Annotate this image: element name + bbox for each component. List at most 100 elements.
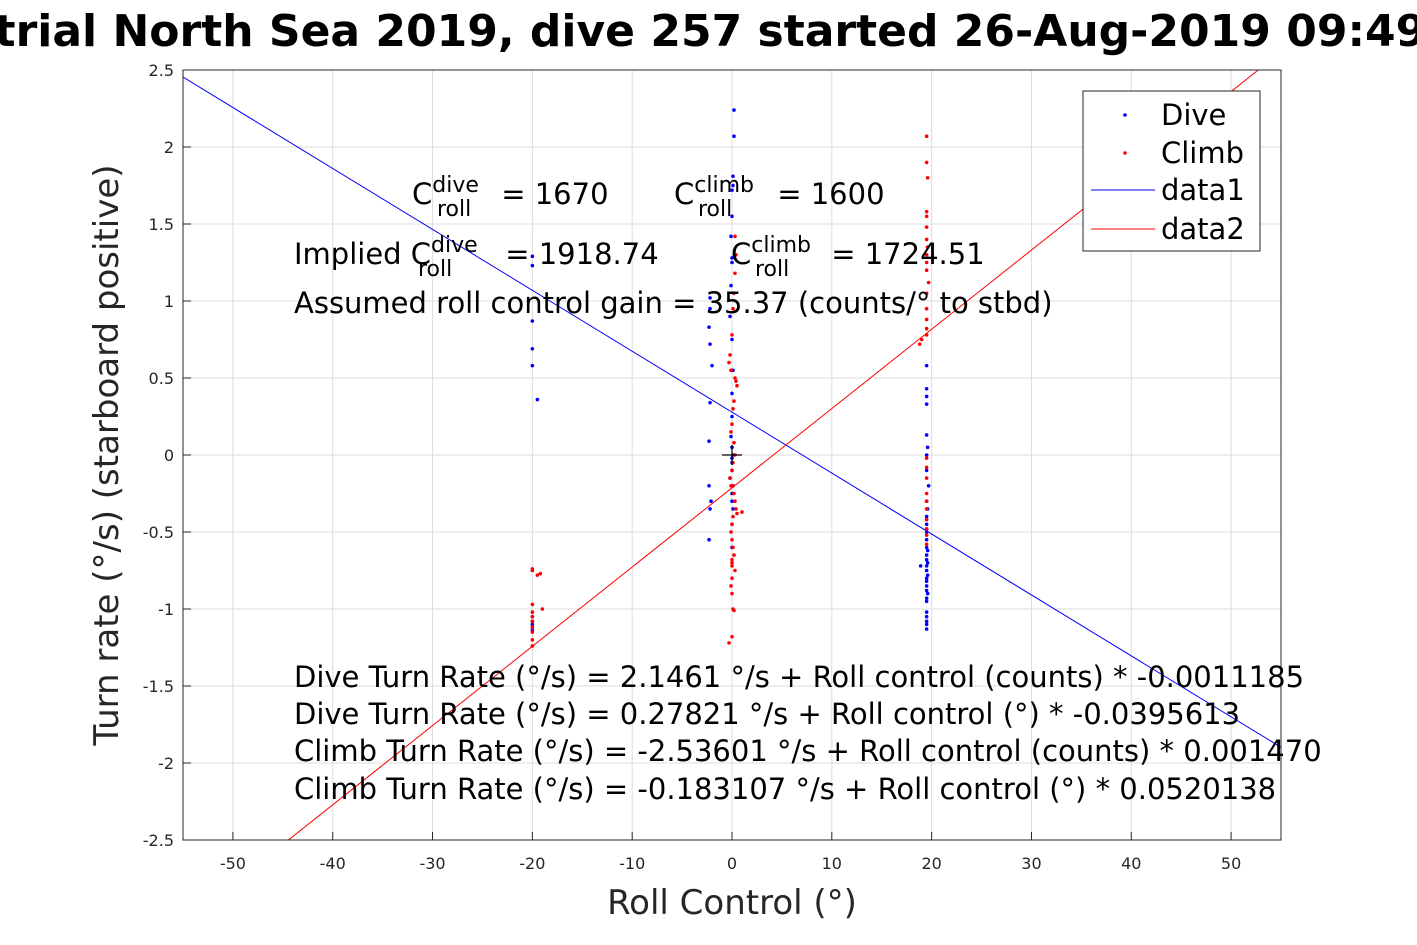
dive-point (728, 314, 732, 319)
dive-point (924, 545, 929, 550)
climb-point (732, 399, 736, 403)
climb-point (728, 353, 732, 357)
dive-point (708, 507, 712, 511)
dive-point (732, 108, 736, 112)
climb-point (924, 465, 929, 470)
dive-point (924, 557, 929, 562)
dive-point (708, 296, 712, 300)
dive-point (924, 599, 929, 604)
climb-point (732, 291, 736, 296)
climb-point (735, 511, 739, 516)
y-tick-label: 2 (164, 138, 174, 157)
dive-point (730, 260, 734, 265)
dive-point (924, 394, 929, 399)
annotation-c-roll-dive: Cdive roll = 1670 (412, 173, 609, 222)
dive-point (708, 400, 712, 405)
dive-point (731, 183, 735, 188)
climb-point (729, 430, 733, 434)
dive-point (530, 254, 535, 259)
climb-point (924, 253, 929, 257)
climb-point (730, 537, 734, 542)
climb-point (730, 591, 734, 596)
climb-point (924, 499, 929, 504)
climb-point (733, 499, 737, 504)
climb-point (730, 561, 734, 565)
climb-point (924, 527, 929, 531)
dive-point (924, 610, 929, 614)
climb-point (924, 491, 929, 496)
dive-point (924, 576, 929, 580)
dive-point (729, 434, 733, 439)
climb-point (734, 507, 738, 511)
legend-box (1082, 90, 1261, 252)
x-tick-label: -40 (320, 854, 346, 873)
climb-point (924, 456, 929, 460)
dive-point (732, 134, 736, 139)
dive-point (710, 363, 714, 368)
dive-point (924, 619, 929, 624)
climb-point (730, 557, 734, 562)
y-tick-label: 1 (164, 292, 174, 311)
x-tick-label: 50 (1221, 854, 1241, 873)
dive-point (924, 553, 929, 557)
dive-point (924, 386, 929, 391)
climb-point (924, 533, 929, 537)
dive-point (535, 397, 540, 402)
legend: Dive Climb data1 data2 (1082, 90, 1261, 252)
dive-point (925, 445, 930, 450)
legend-label-data2: data2 (1161, 212, 1245, 246)
dive-point (707, 325, 711, 329)
climb-point (733, 568, 737, 573)
dive-point (708, 342, 712, 346)
y-tick-label: 2.5 (149, 61, 174, 80)
dive-point (924, 363, 929, 368)
y-axis-ticks: -2.5 -2 -1.5 -1 -0.5 0 0.5 1 1.5 2 2.5 (143, 61, 191, 850)
dive-point (730, 391, 734, 396)
x-tick-label: -10 (619, 854, 645, 873)
climb-point (732, 608, 736, 613)
fit-equation-line: Climb Turn Rate (°/s) = -0.183107 °/s + … (294, 772, 1276, 806)
dive-point (730, 499, 734, 504)
climb-point (924, 209, 929, 214)
legend-swatch-dive (1123, 113, 1127, 117)
climb-point (732, 491, 736, 496)
dive-point (530, 363, 535, 368)
climb-point (535, 573, 540, 577)
x-tick-label: -50 (220, 854, 246, 873)
climb-point (917, 342, 922, 346)
dive-point (924, 568, 929, 573)
climb-point (924, 333, 929, 337)
climb-point (728, 476, 732, 480)
climb-point (530, 568, 535, 573)
y-tick-label: -1 (158, 600, 174, 619)
climb-point (732, 553, 736, 557)
climb-point (924, 160, 929, 165)
climb-point (730, 422, 734, 427)
x-tick-label: 30 (1021, 854, 1041, 873)
dive-point (730, 214, 734, 219)
x-tick-label: -20 (519, 854, 545, 873)
dive-point (708, 306, 712, 311)
climb-point (919, 337, 924, 342)
annotation-c-roll-climb: Cclimb roll = 1600 (674, 173, 885, 222)
legend-label-data1: data1 (1161, 173, 1245, 207)
crosshair-marker (722, 445, 742, 465)
dive-point (729, 283, 733, 288)
y-axis-label: Turn rate (°/s) (starboard positive) (87, 164, 127, 746)
dive-point (530, 622, 535, 627)
dive-point (530, 319, 535, 323)
climb-point (731, 407, 735, 411)
dive-point (924, 453, 929, 457)
dive-point (924, 537, 929, 542)
climb-point (924, 134, 929, 139)
climb-point (924, 291, 929, 296)
chart-title: pH trial North Sea 2019, dive 257 starte… (0, 6, 1417, 57)
climb-point (924, 507, 929, 511)
climb-point (924, 517, 929, 522)
x-tick-label: 40 (1121, 854, 1141, 873)
climb-point (538, 571, 543, 576)
dive-point (918, 564, 923, 568)
dive-point (925, 561, 930, 565)
climb-point (729, 484, 733, 488)
dive-point (530, 346, 535, 351)
